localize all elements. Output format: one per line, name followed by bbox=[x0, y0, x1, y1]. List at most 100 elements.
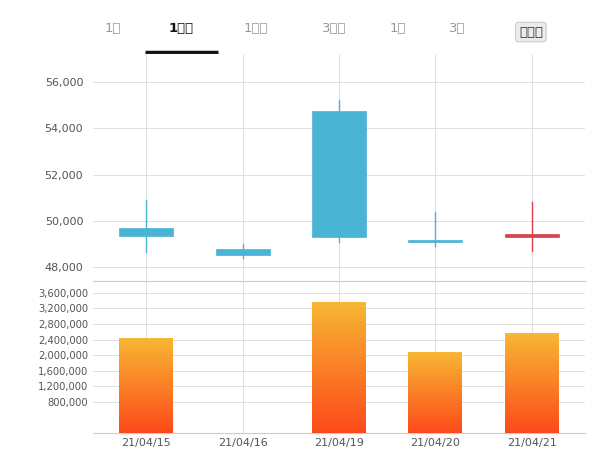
Bar bbox=[409, 423, 463, 424]
Bar bbox=[409, 352, 463, 353]
Bar bbox=[409, 421, 463, 423]
Bar bbox=[409, 430, 463, 431]
Bar bbox=[505, 394, 559, 395]
Bar bbox=[409, 381, 463, 382]
Bar bbox=[119, 340, 173, 341]
Bar bbox=[119, 378, 173, 379]
Bar bbox=[312, 356, 366, 358]
Bar bbox=[409, 398, 463, 400]
Bar bbox=[312, 368, 366, 369]
Bar bbox=[119, 379, 173, 380]
Bar bbox=[505, 409, 559, 411]
Bar bbox=[312, 431, 366, 433]
Bar bbox=[119, 402, 173, 403]
Bar bbox=[119, 391, 173, 392]
Bar bbox=[409, 375, 463, 376]
Bar bbox=[312, 408, 366, 410]
Bar bbox=[119, 422, 173, 423]
Bar bbox=[409, 394, 463, 395]
Bar bbox=[312, 302, 366, 304]
Bar bbox=[119, 372, 173, 373]
Bar bbox=[119, 352, 173, 353]
Bar bbox=[119, 414, 173, 415]
Bar bbox=[505, 363, 559, 364]
Bar bbox=[505, 353, 559, 354]
Bar bbox=[409, 368, 463, 369]
Bar bbox=[409, 403, 463, 404]
Bar bbox=[312, 361, 366, 362]
Bar bbox=[312, 420, 366, 421]
Bar bbox=[409, 402, 463, 403]
Bar bbox=[312, 382, 366, 384]
Bar bbox=[505, 393, 559, 394]
Bar bbox=[505, 343, 559, 344]
Bar bbox=[312, 330, 366, 331]
Bar bbox=[312, 388, 366, 390]
Bar bbox=[409, 377, 463, 378]
Bar bbox=[119, 360, 173, 361]
Bar bbox=[119, 416, 173, 417]
Bar bbox=[505, 412, 559, 413]
Bar bbox=[312, 316, 366, 318]
Bar bbox=[312, 354, 366, 356]
Bar bbox=[505, 337, 559, 338]
Bar bbox=[119, 394, 173, 396]
Bar bbox=[505, 379, 559, 381]
Bar bbox=[312, 398, 366, 400]
Bar bbox=[505, 423, 559, 424]
Bar bbox=[119, 341, 173, 342]
Bar bbox=[312, 372, 366, 374]
Bar bbox=[505, 372, 559, 373]
Bar bbox=[119, 427, 173, 428]
Bar bbox=[505, 405, 559, 407]
Bar bbox=[119, 412, 173, 414]
Bar bbox=[505, 427, 559, 428]
Bar bbox=[505, 401, 559, 402]
Bar bbox=[409, 353, 463, 354]
Bar bbox=[119, 424, 173, 426]
Bar bbox=[409, 397, 463, 398]
Bar bbox=[119, 342, 173, 343]
Bar bbox=[119, 408, 173, 409]
Bar bbox=[409, 386, 463, 387]
Bar bbox=[409, 383, 463, 384]
Bar bbox=[505, 397, 559, 398]
Bar bbox=[119, 419, 173, 420]
Bar bbox=[119, 385, 173, 386]
Bar bbox=[409, 405, 463, 406]
Bar bbox=[505, 358, 559, 359]
Bar bbox=[409, 429, 463, 430]
Bar bbox=[119, 417, 173, 419]
Bar bbox=[312, 366, 366, 368]
Bar bbox=[119, 382, 173, 383]
Bar bbox=[312, 323, 366, 325]
Bar bbox=[312, 402, 366, 403]
Bar bbox=[312, 334, 366, 336]
Bar bbox=[119, 383, 173, 384]
Bar bbox=[505, 356, 559, 357]
Bar bbox=[505, 429, 559, 430]
Bar bbox=[505, 373, 559, 374]
Bar bbox=[312, 340, 366, 341]
Bar bbox=[409, 424, 463, 425]
Bar bbox=[312, 415, 366, 416]
Bar bbox=[505, 408, 559, 409]
Bar bbox=[409, 378, 463, 379]
Bar bbox=[409, 364, 463, 365]
Text: 3년: 3년 bbox=[449, 22, 466, 35]
Bar bbox=[312, 379, 366, 380]
Bar bbox=[409, 426, 463, 427]
Bar bbox=[312, 338, 366, 340]
Bar bbox=[119, 396, 173, 397]
Bar bbox=[119, 386, 173, 387]
Bar bbox=[409, 425, 463, 426]
Bar bbox=[409, 360, 463, 361]
Bar bbox=[312, 418, 366, 420]
Bar bbox=[312, 358, 366, 359]
Bar bbox=[312, 421, 366, 423]
Bar bbox=[505, 399, 559, 401]
Bar bbox=[409, 411, 463, 412]
Bar bbox=[505, 415, 559, 417]
Bar bbox=[409, 357, 463, 358]
Bar bbox=[119, 430, 173, 431]
